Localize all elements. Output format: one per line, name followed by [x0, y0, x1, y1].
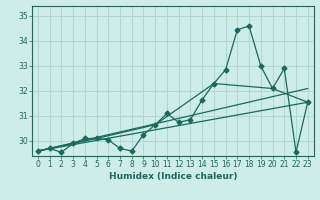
- X-axis label: Humidex (Indice chaleur): Humidex (Indice chaleur): [108, 172, 237, 181]
